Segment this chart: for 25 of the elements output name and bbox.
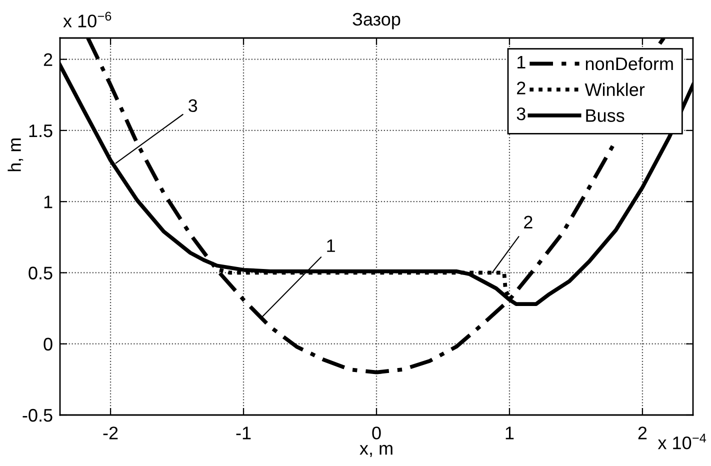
text: 2	[517, 82, 526, 94]
annotation: 2	[524, 216, 532, 228]
text: x 10$^{−4}$	[658, 434, 706, 450]
x-axis-title: x, m	[360, 444, 392, 457]
y-tick-label: 1	[44, 196, 52, 208]
annotation: 1	[327, 240, 335, 252]
y-tick-label: -0.5	[22, 408, 52, 422]
legend-label: nonDeform	[586, 56, 673, 70]
y-tick-label: 1.5	[29, 124, 52, 138]
y-axis-title: h, m	[8, 138, 24, 172]
x-tick-label: 1	[506, 426, 514, 440]
legend-label: Winkler	[584, 82, 645, 96]
y-tick-label: 0.5	[28, 266, 52, 280]
text: x 10$^{−6}$	[63, 12, 112, 28]
x-tick-label: 0	[372, 426, 381, 440]
x-tick-label: -2	[103, 426, 118, 440]
y-tick-label: 0	[44, 338, 52, 351]
annotation: 3	[188, 99, 198, 112]
legend-label: Buss	[586, 109, 624, 122]
x-tick-label: -1	[236, 426, 251, 440]
text: 1	[517, 56, 526, 68]
x-tick-label: 2	[638, 426, 647, 440]
y-tick-label: 2	[44, 53, 52, 66]
chart-title: Зазор	[352, 12, 400, 30]
text: 3	[516, 108, 526, 120]
